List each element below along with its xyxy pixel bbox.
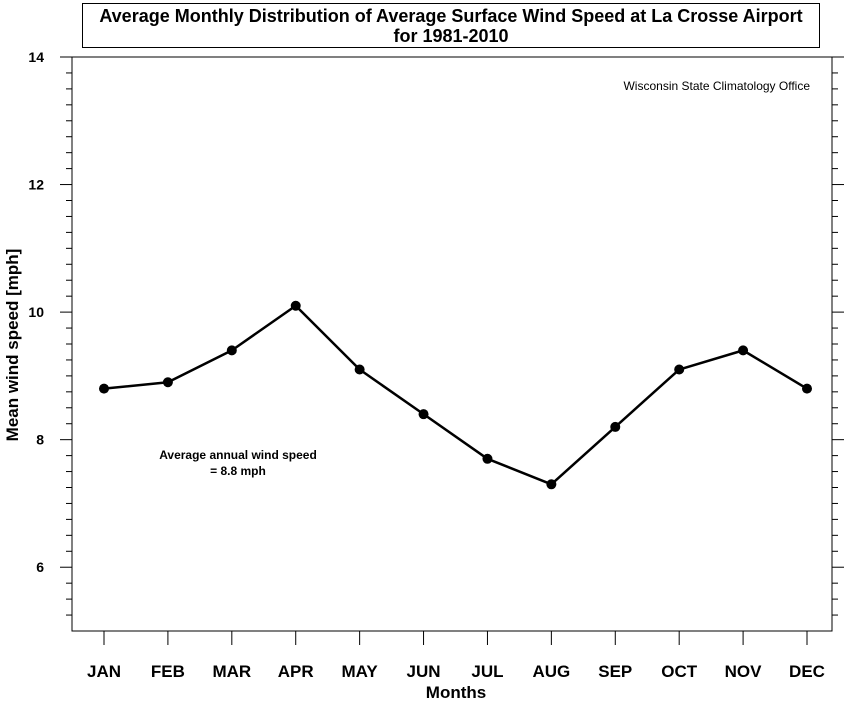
y-tick-label: 14 <box>28 49 44 65</box>
y-tick-label: 12 <box>28 177 44 193</box>
chart-title-line-1: Average Monthly Distribution of Average … <box>99 6 803 26</box>
x-tick-label: SEP <box>598 662 632 681</box>
chart-title-line-2: for 1981-2010 <box>393 26 509 46</box>
x-tick-label: MAY <box>342 662 379 681</box>
annotation-line-1: Average annual wind speed <box>159 448 317 462</box>
series-line <box>103 304 808 486</box>
x-axis-label: Months <box>426 683 486 702</box>
data-point <box>354 364 365 375</box>
annotation-line-2: = 8.8 mph <box>210 464 266 478</box>
data-point <box>482 453 493 464</box>
credit-label: Wisconsin State Climatology Office <box>623 79 810 93</box>
chart-title-box: Average Monthly Distribution of Average … <box>82 3 820 48</box>
x-tick-label: APR <box>278 662 314 681</box>
data-point <box>162 377 173 388</box>
x-tick-label: JUN <box>407 662 441 681</box>
y-axis: 6 8 10 12 14 <box>28 49 844 616</box>
y-tick-label: 6 <box>36 559 44 575</box>
data-point <box>226 345 237 356</box>
data-point <box>802 383 812 394</box>
data-point <box>546 479 557 490</box>
x-tick-label: JUL <box>471 662 503 681</box>
x-tick-label: JAN <box>87 662 121 681</box>
y-tick-label: 10 <box>28 304 44 320</box>
x-tick-label: OCT <box>661 662 698 681</box>
y-tick-label: 8 <box>36 432 44 448</box>
series-line-group <box>99 300 812 490</box>
x-tick-label: NOV <box>725 662 763 681</box>
data-point <box>290 300 301 311</box>
data-point <box>738 345 749 356</box>
x-tick-label: FEB <box>151 662 185 681</box>
x-tick-label: MAR <box>212 662 251 681</box>
data-point <box>674 364 685 375</box>
y-axis-label: Mean wind speed [mph] <box>3 249 22 442</box>
data-point <box>610 421 621 432</box>
x-axis: JAN FEB MAR APR MAY JUN JUL AUG SEP OCT NOV DEC <box>87 631 825 681</box>
plot-frame <box>71 56 833 632</box>
data-point <box>418 409 429 420</box>
data-point <box>99 383 109 394</box>
x-tick-label: AUG <box>532 662 570 681</box>
x-tick-label: DEC <box>789 662 825 681</box>
